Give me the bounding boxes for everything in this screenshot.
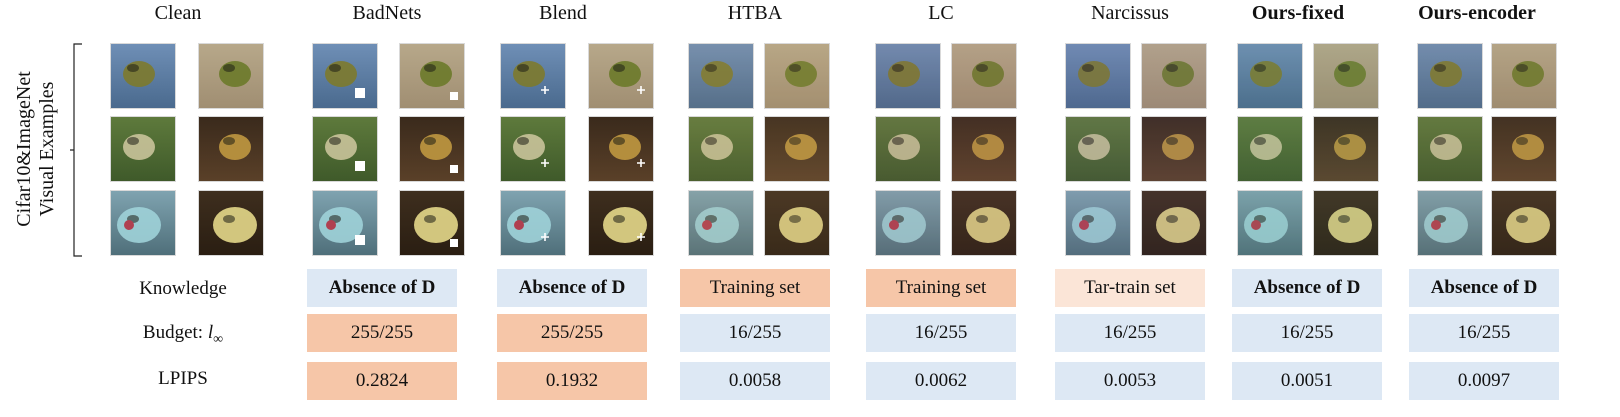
row-label-budget-text: Budget:: [142, 322, 208, 343]
row-label-budget: Budget: l∞: [143, 322, 223, 348]
image-ours-encoder-r2-1: [1418, 117, 1482, 181]
side-label-line2: Visual Examples: [36, 81, 58, 217]
row-label-budget-sub: ∞: [213, 331, 224, 347]
image-htba-r2-2: [765, 117, 829, 181]
image-ours-fixed-r3-2: [1314, 191, 1378, 255]
image-ours-fixed-r2-2: [1314, 117, 1378, 181]
cell-knowledge-badnets: Absence of D: [307, 269, 457, 307]
image-blend-r3-1: [501, 191, 565, 255]
cell-budget-ours-fixed: 16/255: [1232, 314, 1382, 352]
image-badnets-r1-2: [400, 44, 464, 108]
image-clean-r3-2: [199, 191, 263, 255]
image-badnets-r2-2: [400, 117, 464, 181]
trigger-square: [355, 161, 365, 171]
cell-knowledge-lc: Training set: [866, 269, 1016, 307]
cell-lpips-narcissus: 0.0053: [1055, 362, 1205, 400]
trigger-square: [450, 92, 458, 100]
image-badnets-r3-2: [400, 191, 464, 255]
image-htba-r1-1: [689, 44, 753, 108]
image-ours-encoder-r1-1: [1418, 44, 1482, 108]
image-clean-r1-1: [111, 44, 175, 108]
cell-budget-narcissus: 16/255: [1055, 314, 1205, 352]
image-htba-r2-1: [689, 117, 753, 181]
column-title-narcissus: Narcissus: [1091, 2, 1169, 24]
image-badnets-r2-1: [313, 117, 377, 181]
image-lc-r3-1: [876, 191, 940, 255]
image-blend-r2-1: [501, 117, 565, 181]
column-title-lc: LC: [928, 2, 954, 24]
trigger-square: [450, 165, 458, 173]
image-ours-fixed-r1-2: [1314, 44, 1378, 108]
cell-budget-lc: 16/255: [866, 314, 1016, 352]
image-narcissus-r2-1: [1066, 117, 1130, 181]
image-badnets-r1-1: [313, 44, 377, 108]
image-lc-r3-2: [952, 191, 1016, 255]
image-htba-r3-1: [689, 191, 753, 255]
cell-knowledge-ours-encoder: Absence of D: [1409, 269, 1559, 307]
image-htba-r1-2: [765, 44, 829, 108]
cell-budget-blend: 255/255: [497, 314, 647, 352]
side-label-line1: Cifar10&ImageNet: [13, 71, 35, 227]
image-ours-fixed-r3-1: [1238, 191, 1302, 255]
image-ours-encoder-r2-2: [1492, 117, 1556, 181]
row-label-knowledge: Knowledge: [139, 278, 227, 299]
image-ours-encoder-r1-2: [1492, 44, 1556, 108]
column-title-clean: Clean: [154, 2, 202, 24]
image-ours-encoder-r3-1: [1418, 191, 1482, 255]
column-title-ours-encoder: Ours-encoder: [1418, 2, 1536, 24]
column-title-badnets: BadNets: [352, 2, 422, 24]
column-title-ours-fixed: Ours-fixed: [1251, 2, 1345, 24]
cell-budget-htba: 16/255: [680, 314, 830, 352]
image-clean-r1-2: [199, 44, 263, 108]
image-narcissus-r1-1: [1066, 44, 1130, 108]
cell-knowledge-ours-fixed: Absence of D: [1232, 269, 1382, 307]
image-narcissus-r2-2: [1142, 117, 1206, 181]
image-lc-r1-2: [952, 44, 1016, 108]
row-label-lpips: LPIPS: [158, 368, 208, 389]
trigger-square: [355, 235, 365, 245]
image-blend-r2-2: [589, 117, 653, 181]
image-narcissus-r3-1: [1066, 191, 1130, 255]
image-clean-r2-2: [199, 117, 263, 181]
cell-lpips-ours-encoder: 0.0097: [1409, 362, 1559, 400]
column-title-htba: HTBA: [727, 2, 783, 24]
image-clean-r2-1: [111, 117, 175, 181]
image-blend-r1-2: [589, 44, 653, 108]
image-ours-encoder-r3-2: [1492, 191, 1556, 255]
image-blend-r3-2: [589, 191, 653, 255]
image-narcissus-r3-2: [1142, 191, 1206, 255]
cell-knowledge-blend: Absence of D: [497, 269, 647, 307]
column-title-blend: Blend: [539, 2, 587, 24]
bracket: [70, 43, 82, 257]
trigger-square: [450, 239, 458, 247]
image-badnets-r3-1: [313, 191, 377, 255]
cell-lpips-blend: 0.1932: [497, 362, 647, 400]
image-lc-r2-1: [876, 117, 940, 181]
cell-knowledge-htba: Training set: [680, 269, 830, 307]
cell-budget-badnets: 255/255: [307, 314, 457, 352]
side-label: Cifar10&ImageNet Visual Examples: [6, 44, 66, 254]
image-blend-r1-1: [501, 44, 565, 108]
image-clean-r3-1: [111, 191, 175, 255]
image-ours-fixed-r2-1: [1238, 117, 1302, 181]
image-lc-r1-1: [876, 44, 940, 108]
image-narcissus-r1-2: [1142, 44, 1206, 108]
image-lc-r2-2: [952, 117, 1016, 181]
image-ours-fixed-r1-1: [1238, 44, 1302, 108]
cell-knowledge-narcissus: Tar-train set: [1055, 269, 1205, 307]
cell-lpips-badnets: 0.2824: [307, 362, 457, 400]
cell-lpips-htba: 0.0058: [680, 362, 830, 400]
cell-budget-ours-encoder: 16/255: [1409, 314, 1559, 352]
cell-lpips-ours-fixed: 0.0051: [1232, 362, 1382, 400]
cell-lpips-lc: 0.0062: [866, 362, 1016, 400]
row-label-budget-symbol: l: [207, 322, 214, 343]
image-htba-r3-2: [765, 191, 829, 255]
trigger-square: [355, 88, 365, 98]
